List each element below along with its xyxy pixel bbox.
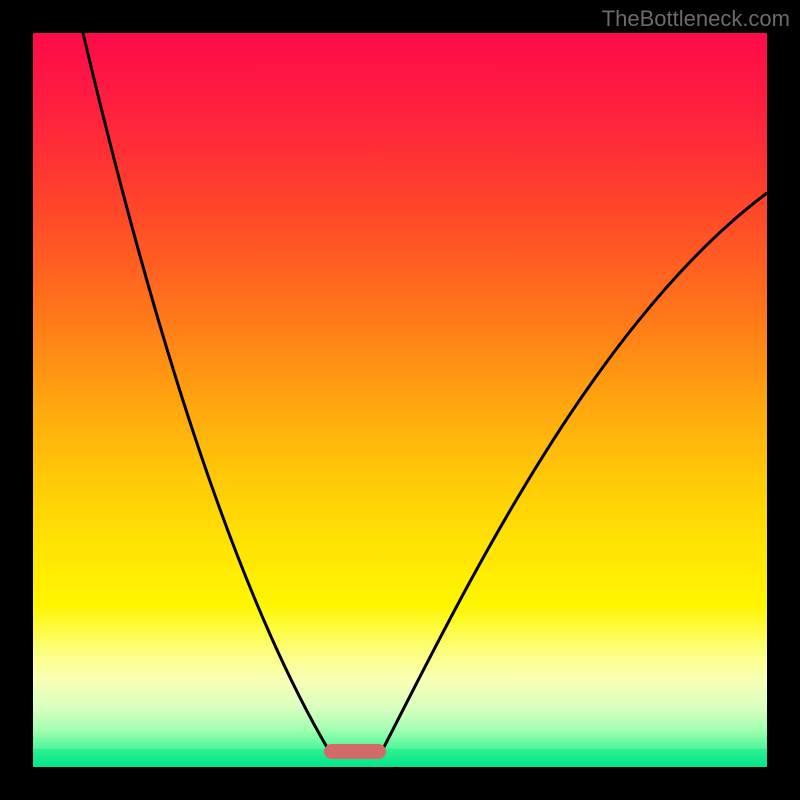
watermark-text: TheBottleneck.com: [602, 6, 790, 32]
chart-plot-area: [33, 33, 767, 767]
optimal-marker: [324, 744, 386, 759]
bottleneck-curve: [33, 33, 767, 767]
